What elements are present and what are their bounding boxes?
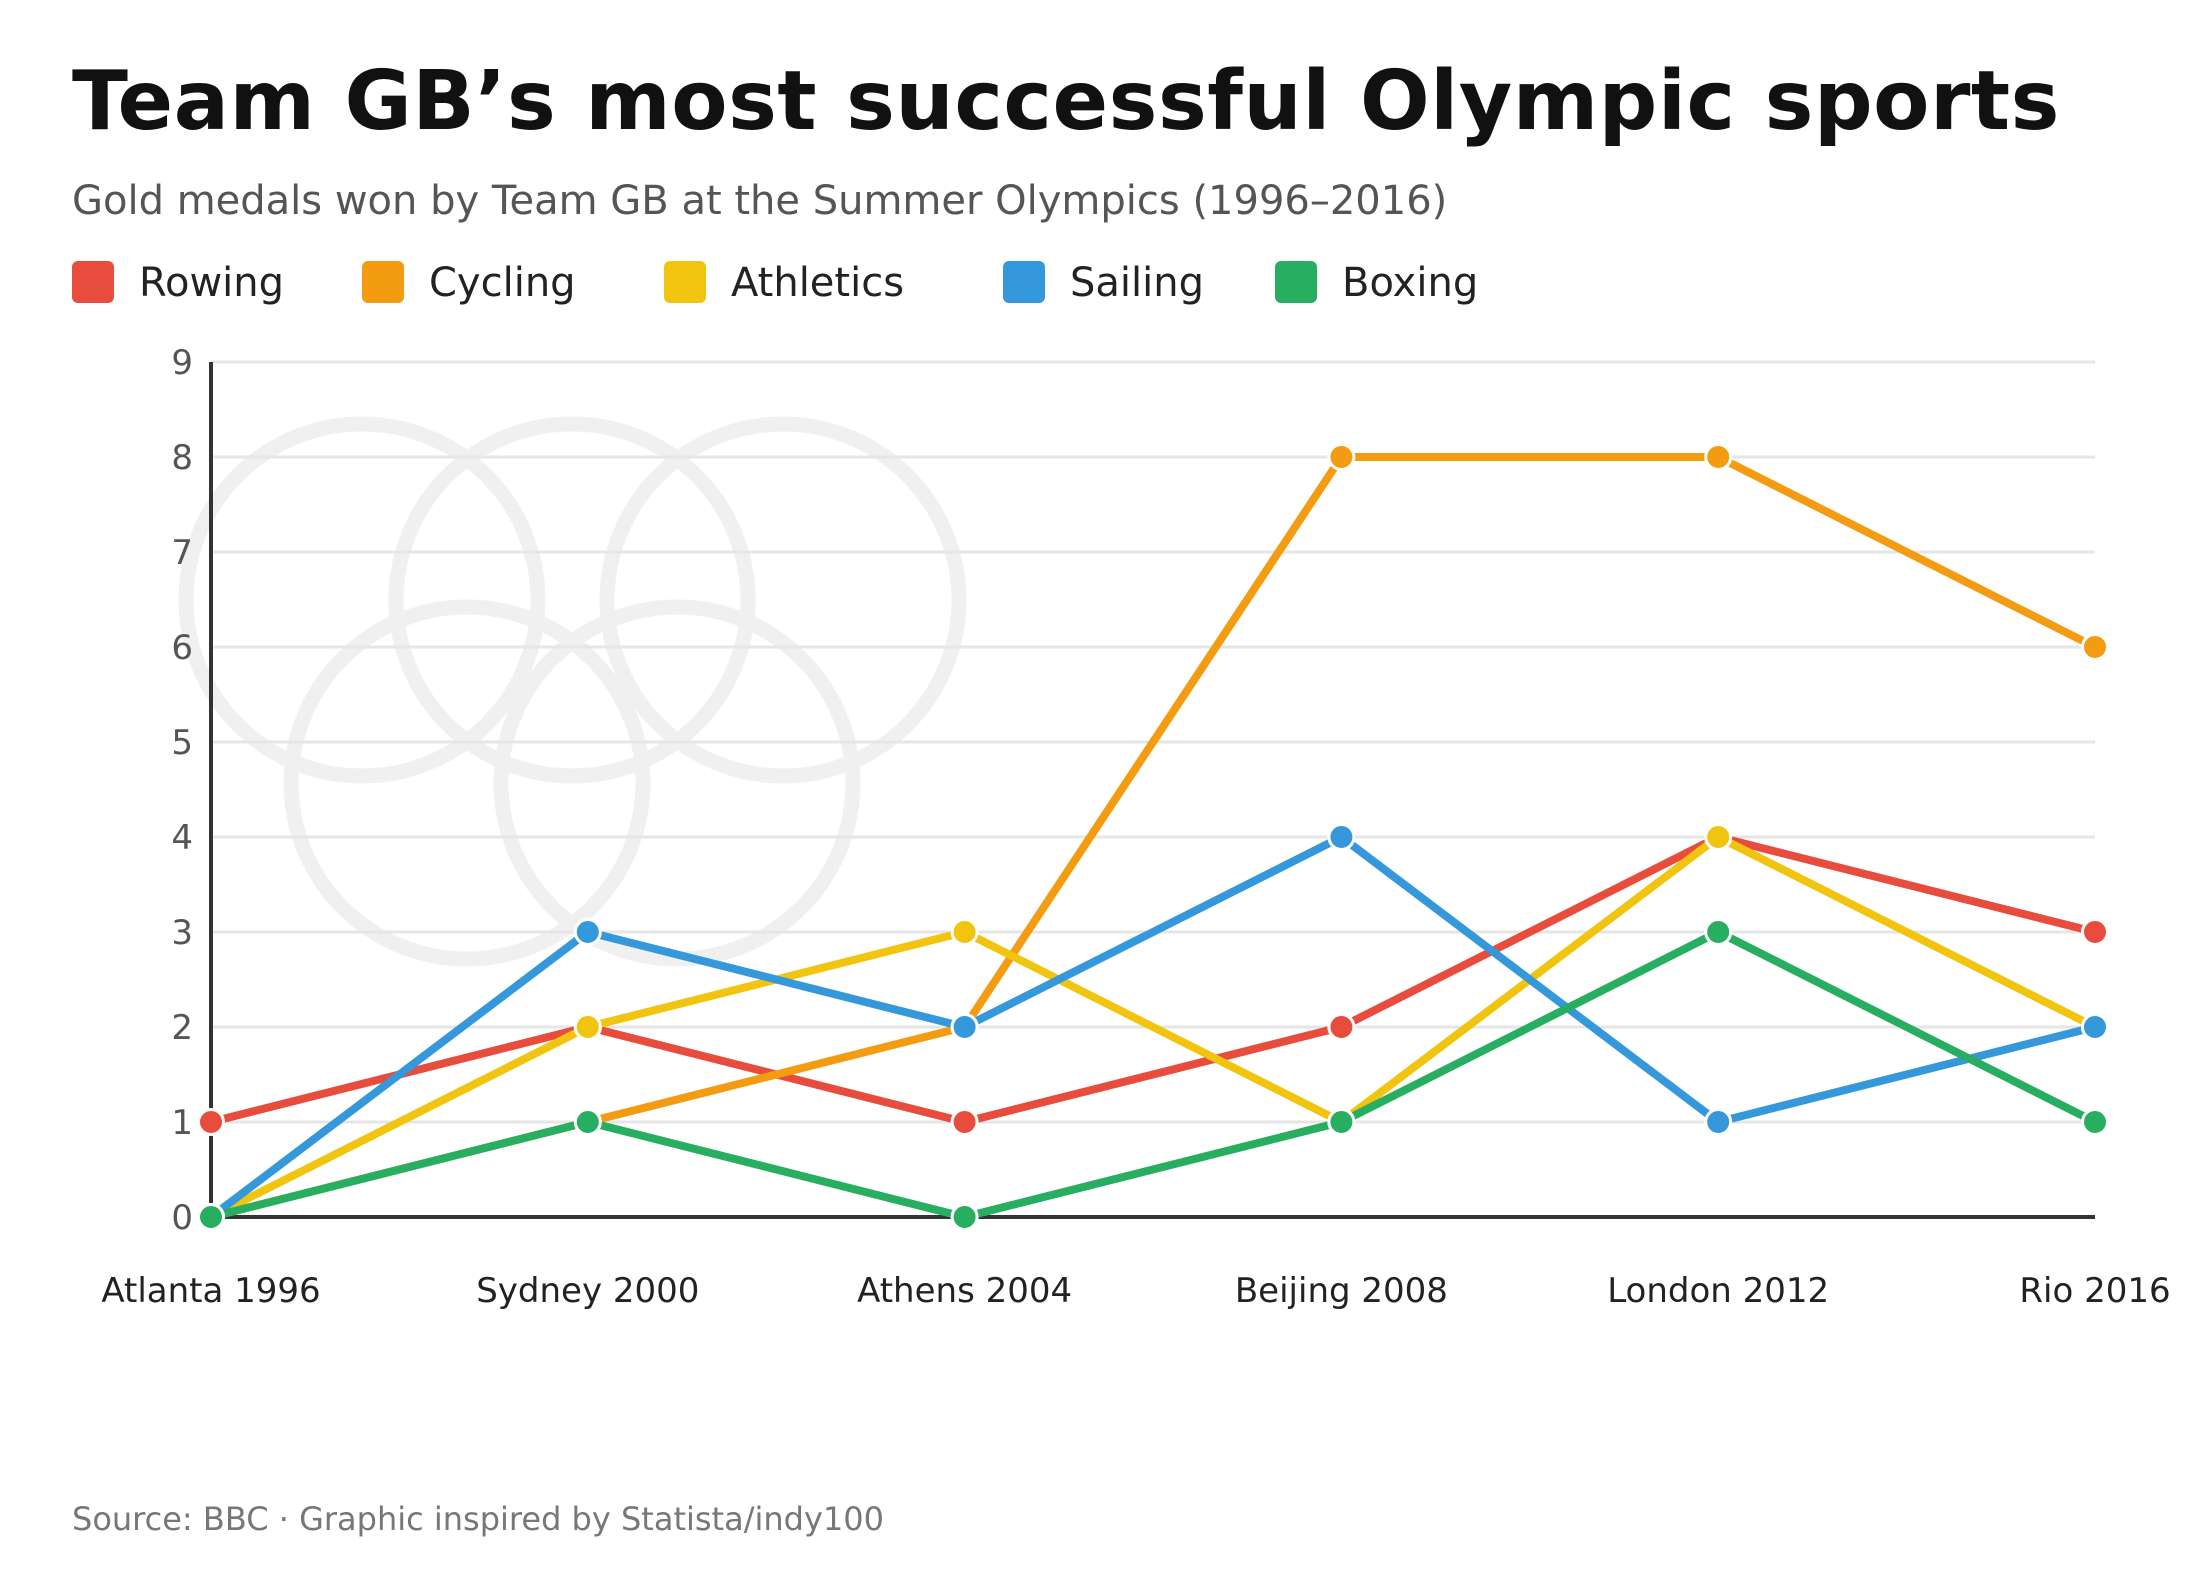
x-tick-label-5: Rio 2016 — [2019, 1271, 2170, 1311]
y-tick-label-6: 6 — [171, 628, 193, 668]
point-sailing-3 — [1327, 823, 1356, 851]
ring-bottom-right — [493, 599, 861, 967]
y-tick-label-0: 0 — [171, 1198, 193, 1238]
x-tick-label-1: Sydney 2000 — [476, 1271, 699, 1311]
legend-swatch-boxing — [1275, 261, 1317, 303]
point-cycling-3 — [1327, 443, 1356, 471]
series-line-athletics — [207, 833, 2099, 1221]
point-boxing-3 — [1327, 1108, 1356, 1136]
chart-subtitle: Gold medals won by Team GB at the Summer… — [72, 178, 1448, 224]
ring-top-right — [599, 416, 967, 784]
y-tick-label-2: 2 — [171, 1008, 193, 1048]
x-tick-label-2: Athens 2004 — [857, 1271, 1072, 1311]
y-axis-ticks: 0 1 2 3 4 5 6 7 8 9 — [171, 343, 193, 1238]
y-tick-label-1: 1 — [171, 1103, 193, 1143]
series-line-boxing — [207, 928, 2099, 1221]
point-rowing-3 — [1327, 1013, 1356, 1041]
point-athletics-2 — [950, 918, 979, 946]
point-athletics-4 — [1704, 823, 1733, 851]
axes — [209, 362, 2095, 1219]
x-tick-label-0: Atlanta 1996 — [101, 1271, 320, 1311]
point-rowing-2 — [950, 1108, 979, 1136]
y-tick-label-8: 8 — [171, 438, 193, 478]
y-tick-label-4: 4 — [171, 818, 193, 858]
y-tick-label-5: 5 — [171, 723, 193, 763]
legend-swatch-sailing — [1003, 261, 1045, 303]
point-sailing-2 — [950, 1013, 979, 1041]
point-rowing-0 — [197, 1108, 225, 1136]
point-boxing-0 — [197, 1203, 225, 1231]
source-note: Source: BBC · Graphic inspired by Statis… — [72, 1500, 884, 1538]
y-tick-label-9: 9 — [171, 343, 193, 383]
point-athletics-1 — [573, 1013, 602, 1041]
legend-swatch-cycling — [362, 261, 404, 303]
legend-label-sailing: Sailing — [1070, 260, 1204, 306]
ring-bottom-left — [283, 599, 651, 967]
point-boxing-2 — [950, 1203, 979, 1231]
ring-top-middle — [388, 416, 756, 784]
x-axis-ticks: Atlanta 1996 Sydney 2000 Athens 2004 Beijin… — [101, 1271, 2170, 1311]
point-boxing-4 — [1704, 918, 1733, 946]
legend-swatch-rowing — [72, 261, 114, 303]
point-cycling-5 — [2081, 633, 2109, 661]
series-lines — [207, 453, 2099, 1221]
point-sailing-1 — [573, 918, 602, 946]
point-boxing-5 — [2081, 1108, 2109, 1136]
legend-label-athletics: Athletics — [731, 260, 905, 306]
point-sailing-4 — [1704, 1108, 1733, 1136]
x-tick-label-3: Beijing 2008 — [1235, 1271, 1448, 1311]
series-line-rowing — [207, 833, 2099, 1126]
series-line-sailing — [207, 833, 2099, 1221]
point-cycling-4 — [1704, 443, 1733, 471]
legend-label-boxing: Boxing — [1342, 260, 1479, 306]
series-points — [197, 443, 2109, 1231]
y-tick-label-7: 7 — [171, 533, 193, 573]
legend-swatch-athletics — [664, 261, 706, 303]
olympic-rings-icon — [178, 416, 967, 967]
legend-label-rowing: Rowing — [139, 260, 285, 306]
legend: Rowing Cycling Athletics Sailing Boxing — [72, 258, 2172, 308]
point-boxing-1 — [573, 1108, 602, 1136]
point-rowing-5 — [2081, 918, 2109, 946]
x-tick-label-4: London 2012 — [1607, 1271, 1829, 1311]
ring-top-left — [178, 416, 546, 784]
chart-title: Team GB’s most successful Olympic sports — [72, 54, 2060, 149]
gridlines — [211, 360, 2095, 1124]
legend-label-cycling: Cycling — [429, 260, 576, 306]
y-tick-label-3: 3 — [171, 913, 193, 953]
point-sailing-5 — [2081, 1013, 2109, 1041]
